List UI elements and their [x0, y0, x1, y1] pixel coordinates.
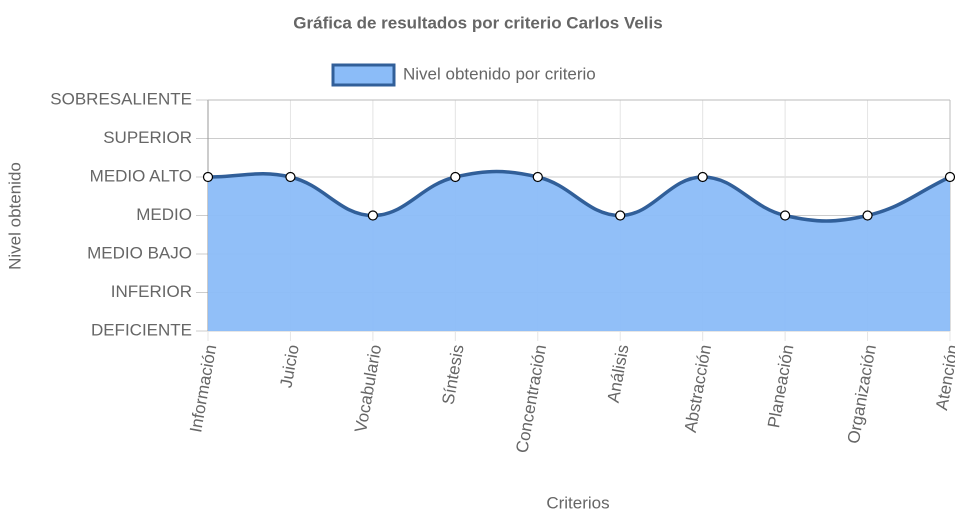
x-tick-label: Planeación — [764, 343, 797, 429]
point — [780, 210, 791, 221]
x-axis-title: Criterios — [546, 493, 609, 512]
legend-label: Nivel obtenido por criterio — [403, 64, 596, 83]
x-tick-label: Síntesis — [438, 343, 467, 406]
x-tick-label: Organización — [844, 343, 880, 445]
y-tick-label: MEDIO — [136, 205, 192, 224]
x-tick-label: Juicio — [277, 343, 303, 389]
y-tick-label: DEFICIENTE — [91, 320, 192, 339]
y-axis-title: Nivel obtenido — [5, 162, 24, 270]
point — [862, 210, 873, 221]
area-fill — [208, 171, 950, 331]
x-tick-label: Concentración — [512, 343, 550, 454]
point — [367, 210, 378, 221]
point — [697, 171, 708, 183]
point — [202, 171, 214, 183]
line — [207, 169, 951, 223]
y-tick-label: MEDIO ALTO — [90, 166, 192, 185]
x-tick-label: Atención — [932, 343, 955, 411]
x-tick-label: Abstracción — [681, 343, 715, 434]
x-tick-label: Vocabulario — [351, 343, 385, 434]
legend-swatch — [331, 63, 396, 87]
y-tick-label: MEDIO BAJO — [87, 243, 192, 262]
x-tick-label: Análisis — [604, 343, 633, 404]
x-tick-label: Información — [186, 343, 220, 434]
y-tick-label: SOBRESALIENTE — [50, 89, 192, 108]
point — [450, 171, 461, 183]
point — [532, 171, 543, 183]
point — [615, 210, 626, 221]
y-tick-label: SUPERIOR — [103, 128, 192, 147]
point — [944, 171, 955, 183]
chart-title: Gráfica de resultados por criterio Carlo… — [293, 13, 662, 32]
point — [285, 171, 296, 183]
y-tick-label: INFERIOR — [111, 282, 192, 301]
